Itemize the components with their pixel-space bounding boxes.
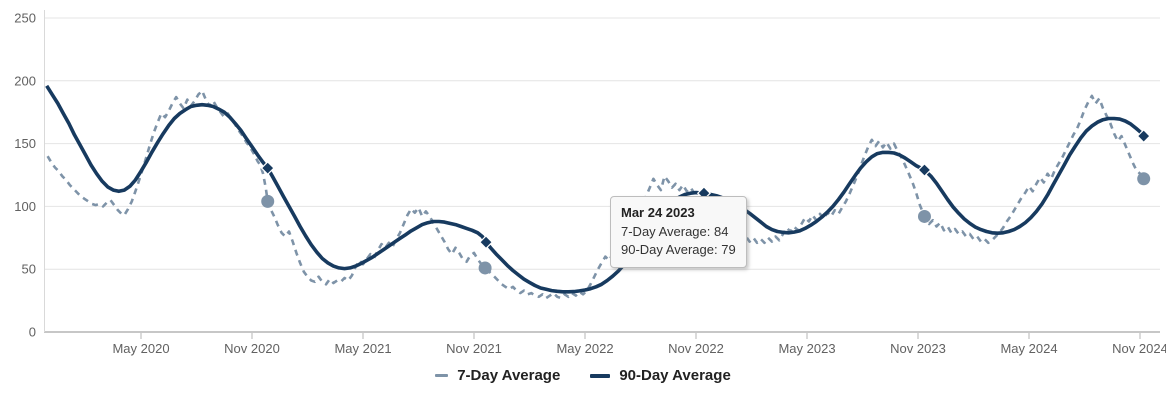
tooltip: Mar 24 2023 7-Day Average: 84 90-Day Ave…: [610, 196, 747, 268]
legend-item-7-day[interactable]: 7-Day Average: [435, 367, 560, 384]
marker-diamond-90-day[interactable]: [478, 235, 494, 250]
x-tick-label: Nov 2021: [446, 341, 502, 356]
marker-circle-7-day[interactable]: [1137, 172, 1151, 186]
legend: 7-Day Average 90-Day Average: [0, 367, 1166, 384]
line-chart-canvas[interactable]: 0 50 100 150 200 250 May 2020 Nov 2020 May 2021 N…: [0, 0, 1166, 362]
tooltip-7day-value: 7-Day Average: 84: [621, 223, 729, 239]
legend-item-90-day[interactable]: 90-Day Average: [590, 367, 731, 384]
x-tick-label: May 2021: [334, 341, 391, 356]
y-tick-label: 50: [22, 262, 36, 277]
series-line-7-day[interactable]: [46, 89, 1145, 300]
x-tick-label: Nov 2020: [224, 341, 280, 356]
x-tick-label: Nov 2023: [890, 341, 946, 356]
x-tick-label: May 2020: [112, 341, 169, 356]
y-tick-label: 0: [29, 325, 36, 340]
x-tick-label: May 2022: [556, 341, 613, 356]
tooltip-90day-value: 90-Day Average: 79: [621, 241, 736, 257]
tooltip-date: Mar 24 2023: [621, 205, 695, 220]
legend-label-7-day: 7-Day Average: [457, 367, 561, 384]
7-day-line-swatch: [435, 374, 449, 377]
90-day-line-swatch: [590, 373, 611, 378]
series-line-90-day[interactable]: [45, 84, 1146, 294]
marker-diamond-90-day[interactable]: [1136, 129, 1151, 144]
x-tick-label: Nov 2022: [668, 341, 724, 356]
marker-circle-7-day[interactable]: [917, 209, 931, 223]
marker-diamond-90-day[interactable]: [917, 162, 932, 178]
x-tick-label: Nov 2024: [1112, 341, 1166, 356]
x-tick-label: May 2024: [1000, 341, 1057, 356]
y-tick-label: 200: [14, 73, 36, 88]
marker-circle-7-day[interactable]: [261, 194, 275, 208]
legend-label-90-day: 90-Day Average: [619, 367, 731, 384]
marker-diamond-90-day[interactable]: [260, 161, 275, 176]
y-tick-label: 250: [14, 11, 36, 26]
x-tick-label: May 2023: [778, 341, 835, 356]
y-tick-label: 150: [14, 136, 36, 151]
y-tick-label: 100: [14, 199, 36, 214]
marker-circle-7-day[interactable]: [478, 261, 492, 275]
